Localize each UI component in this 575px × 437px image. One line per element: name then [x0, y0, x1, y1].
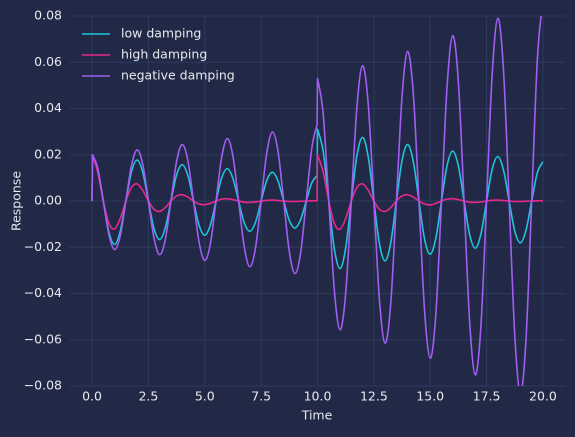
plot-area: [91, 16, 544, 386]
y-tick-label: −0.04: [24, 285, 62, 300]
y-tick-label: 0.08: [34, 8, 62, 23]
y-tick-label: −0.06: [24, 331, 62, 346]
series-line: [91, 153, 543, 231]
y-tick-label: 0.04: [34, 100, 62, 115]
x-tick-label: 7.5: [251, 389, 271, 404]
x-tick-label: 0.0: [82, 389, 102, 404]
x-tick-label: 2.5: [138, 389, 158, 404]
x-axis-label: Time: [301, 408, 333, 423]
legend-label: high damping: [121, 47, 207, 62]
y-tick-label: −0.08: [24, 378, 62, 393]
y-tick-label: 0.06: [34, 54, 62, 69]
x-tick-label: 17.5: [473, 389, 501, 404]
y-axis-label: Response: [9, 171, 24, 231]
legend-label: negative damping: [121, 68, 235, 83]
x-tick-label: 5.0: [195, 389, 215, 404]
legend: low damping high damping negative damping: [82, 26, 235, 83]
x-tick-label: 20.0: [529, 389, 557, 404]
x-tick-label: 10.0: [304, 389, 332, 404]
legend-label: low damping: [121, 26, 201, 41]
y-tick-label: −0.02: [24, 239, 62, 254]
x-tick-label: 15.0: [416, 389, 444, 404]
y-tick-label: 0.02: [34, 146, 62, 161]
series-line: [91, 16, 542, 386]
y-tick-label: 0.00: [34, 193, 62, 208]
labels: −0.08 −0.06 −0.04 −0.02 0.00 0.02 0.04 0.06 0.08…: [24, 8, 557, 404]
x-tick-label: 12.5: [360, 389, 388, 404]
